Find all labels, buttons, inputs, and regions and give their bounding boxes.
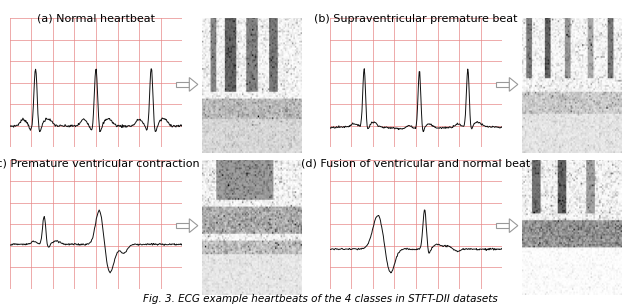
- Polygon shape: [509, 219, 518, 232]
- Text: (b) Supraventricular premature beat: (b) Supraventricular premature beat: [314, 14, 518, 24]
- Polygon shape: [176, 223, 189, 228]
- Text: (d) Fusion of ventricular and normal beat: (d) Fusion of ventricular and normal bea…: [301, 158, 531, 168]
- Polygon shape: [176, 82, 189, 87]
- Polygon shape: [509, 78, 518, 91]
- Polygon shape: [189, 219, 198, 232]
- Text: Fig. 3. ECG example heartbeats of the 4 classes in STFT-DII datasets: Fig. 3. ECG example heartbeats of the 4 …: [143, 294, 497, 304]
- Polygon shape: [496, 82, 509, 87]
- Polygon shape: [189, 78, 198, 91]
- Text: (a) Normal heartbeat: (a) Normal heartbeat: [37, 14, 155, 24]
- Polygon shape: [496, 223, 509, 228]
- Text: (c) Premature ventricular contraction: (c) Premature ventricular contraction: [0, 158, 200, 168]
